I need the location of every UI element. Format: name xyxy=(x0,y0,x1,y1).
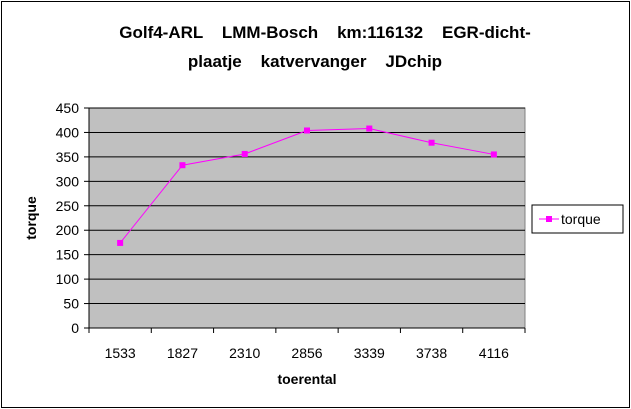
data-point xyxy=(366,125,373,132)
x-tick-label: 2310 xyxy=(229,345,260,361)
y-tick-label: 250 xyxy=(56,198,80,214)
y-tick-label: 0 xyxy=(71,320,79,336)
data-point xyxy=(179,162,186,169)
x-axis-title: toerental xyxy=(277,371,336,387)
y-axis-ticks: 0 50 100 150 200 250 300 350 400 450 xyxy=(56,100,89,336)
y-tick-label: 150 xyxy=(56,247,80,263)
data-point xyxy=(241,150,248,157)
y-axis-title: torque xyxy=(23,196,39,240)
x-tick-label: 2856 xyxy=(291,345,322,361)
legend-marker xyxy=(546,216,552,222)
y-tick-label: 200 xyxy=(56,222,80,238)
x-axis-ticks: 1533 1827 2310 2856 3339 3738 4116 xyxy=(88,328,526,361)
x-tick-label: 1533 xyxy=(105,345,136,361)
legend: torque xyxy=(531,204,624,234)
x-tick-label: 3339 xyxy=(354,345,385,361)
y-tick-label: 50 xyxy=(63,296,79,312)
x-tick-label: 4116 xyxy=(479,345,509,361)
data-point xyxy=(304,127,310,134)
x-tick-label: 3738 xyxy=(416,345,447,361)
y-tick-label: 400 xyxy=(56,124,80,140)
legend-label: torque xyxy=(561,211,601,227)
y-tick-label: 450 xyxy=(56,100,80,116)
data-point xyxy=(428,139,435,146)
chart-title-line-2: plaatje katvervanger JDchip xyxy=(188,52,442,71)
y-tick-label: 300 xyxy=(56,173,80,189)
y-tick-label: 100 xyxy=(56,271,80,287)
data-point xyxy=(117,239,124,246)
gridlines xyxy=(89,107,525,305)
y-tick-label: 350 xyxy=(56,149,80,165)
series-torque xyxy=(117,125,497,246)
data-point xyxy=(490,151,497,158)
chart-title-line-1: Golf4-ARL LMM-Bosch km:116132 EGR-dicht- xyxy=(119,23,531,42)
plot-area xyxy=(88,107,526,329)
x-tick-label: 1827 xyxy=(167,345,198,361)
